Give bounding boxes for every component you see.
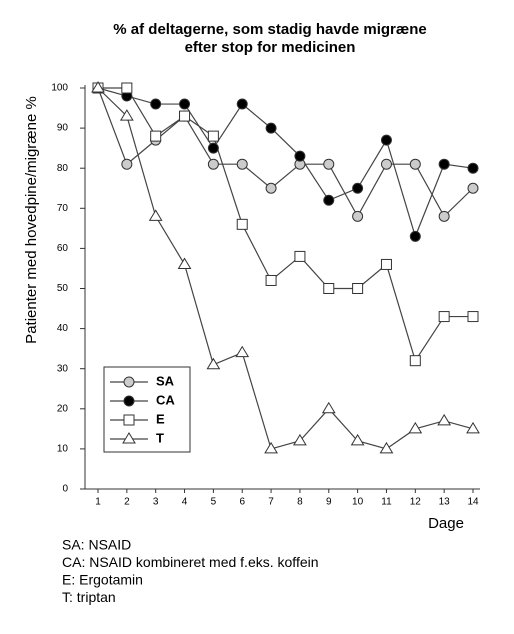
marker <box>265 122 277 134</box>
marker <box>207 158 219 170</box>
legend-label: SA <box>156 373 175 388</box>
marker <box>438 158 450 170</box>
legend-marker <box>123 395 135 407</box>
y-tick-label: 40 <box>57 323 69 334</box>
legend-marker <box>122 432 136 444</box>
x-tick-label: 13 <box>439 497 451 508</box>
marker <box>121 158 133 170</box>
x-tick-label: 11 <box>381 497 392 508</box>
marker <box>409 230 421 242</box>
marker <box>207 130 219 142</box>
marker <box>236 158 248 170</box>
x-tick-label: 1 <box>95 497 101 508</box>
y-tick-label: 10 <box>57 444 69 455</box>
marker <box>294 150 306 162</box>
marker <box>150 130 162 142</box>
marker <box>380 258 392 270</box>
y-axis-label: Patienter med hovedpine/migræne % <box>23 96 40 344</box>
marker <box>380 158 392 170</box>
marker <box>265 182 277 194</box>
x-axis-label: Dage <box>428 515 464 532</box>
marker <box>265 274 277 286</box>
marker <box>467 182 479 194</box>
marker <box>438 311 450 323</box>
x-tick-label: 7 <box>268 497 274 508</box>
marker <box>409 158 421 170</box>
y-tick-label: 80 <box>57 163 69 174</box>
marker <box>91 81 105 93</box>
marker <box>352 210 364 222</box>
note: SA: NSAID <box>62 537 131 553</box>
marker <box>438 210 450 222</box>
marker <box>119 109 134 121</box>
y-tick-label: 20 <box>57 403 69 414</box>
x-tick-label: 5 <box>211 497 217 508</box>
marker <box>323 283 335 294</box>
marker <box>236 218 248 230</box>
marker <box>352 283 364 294</box>
note: E: Ergotamin <box>62 572 143 588</box>
y-tick-label: 70 <box>57 203 69 214</box>
legend-marker <box>123 376 135 388</box>
y-tick-label: 60 <box>57 243 69 254</box>
marker <box>148 209 163 221</box>
note: T: triptan <box>62 589 116 605</box>
y-tick-label: 100 <box>51 83 68 94</box>
y-tick-label: 90 <box>57 123 69 134</box>
x-tick-label: 2 <box>124 497 130 508</box>
marker <box>235 345 250 358</box>
marker <box>350 433 365 446</box>
marker <box>409 355 421 367</box>
marker <box>150 98 162 110</box>
marker <box>466 421 480 434</box>
marker <box>179 110 191 122</box>
x-tick-label: 9 <box>326 497 332 508</box>
x-tick-label: 6 <box>239 497 245 508</box>
x-tick-label: 8 <box>297 497 303 508</box>
marker <box>177 257 192 269</box>
marker <box>121 82 133 94</box>
y-tick-label: 30 <box>57 363 69 374</box>
marker <box>264 441 278 454</box>
marker <box>437 413 452 426</box>
x-tick-label: 14 <box>467 497 479 508</box>
legend-label: CA <box>156 392 175 407</box>
marker <box>352 182 364 194</box>
marker <box>293 433 307 446</box>
legend-marker <box>123 414 135 426</box>
legend-label: T <box>156 430 164 445</box>
x-tick-label: 4 <box>182 497 188 508</box>
marker <box>379 441 394 454</box>
marker <box>467 162 479 174</box>
marker <box>207 142 219 154</box>
marker <box>408 421 423 434</box>
marker <box>321 401 336 414</box>
marker <box>294 250 306 262</box>
marker <box>323 194 335 206</box>
marker <box>380 134 392 146</box>
x-tick-label: 12 <box>410 497 422 508</box>
chart-title: % af deltagerne, som stadig havde migræn… <box>113 21 426 38</box>
chart-title: efter stop for medicinen <box>185 39 356 56</box>
marker <box>179 98 191 110</box>
x-tick-label: 10 <box>352 497 364 508</box>
y-tick-label: 50 <box>57 283 69 294</box>
legend-box <box>103 366 191 453</box>
note: CA: NSAID kombineret med f.eks. koffein <box>62 554 319 570</box>
y-tick-label: 0 <box>62 484 68 495</box>
x-tick-label: 3 <box>153 497 159 508</box>
marker <box>236 98 248 110</box>
marker <box>323 158 335 170</box>
legend-label: E <box>156 411 165 426</box>
series-line <box>98 87 473 363</box>
marker <box>206 357 221 370</box>
marker <box>467 311 479 323</box>
